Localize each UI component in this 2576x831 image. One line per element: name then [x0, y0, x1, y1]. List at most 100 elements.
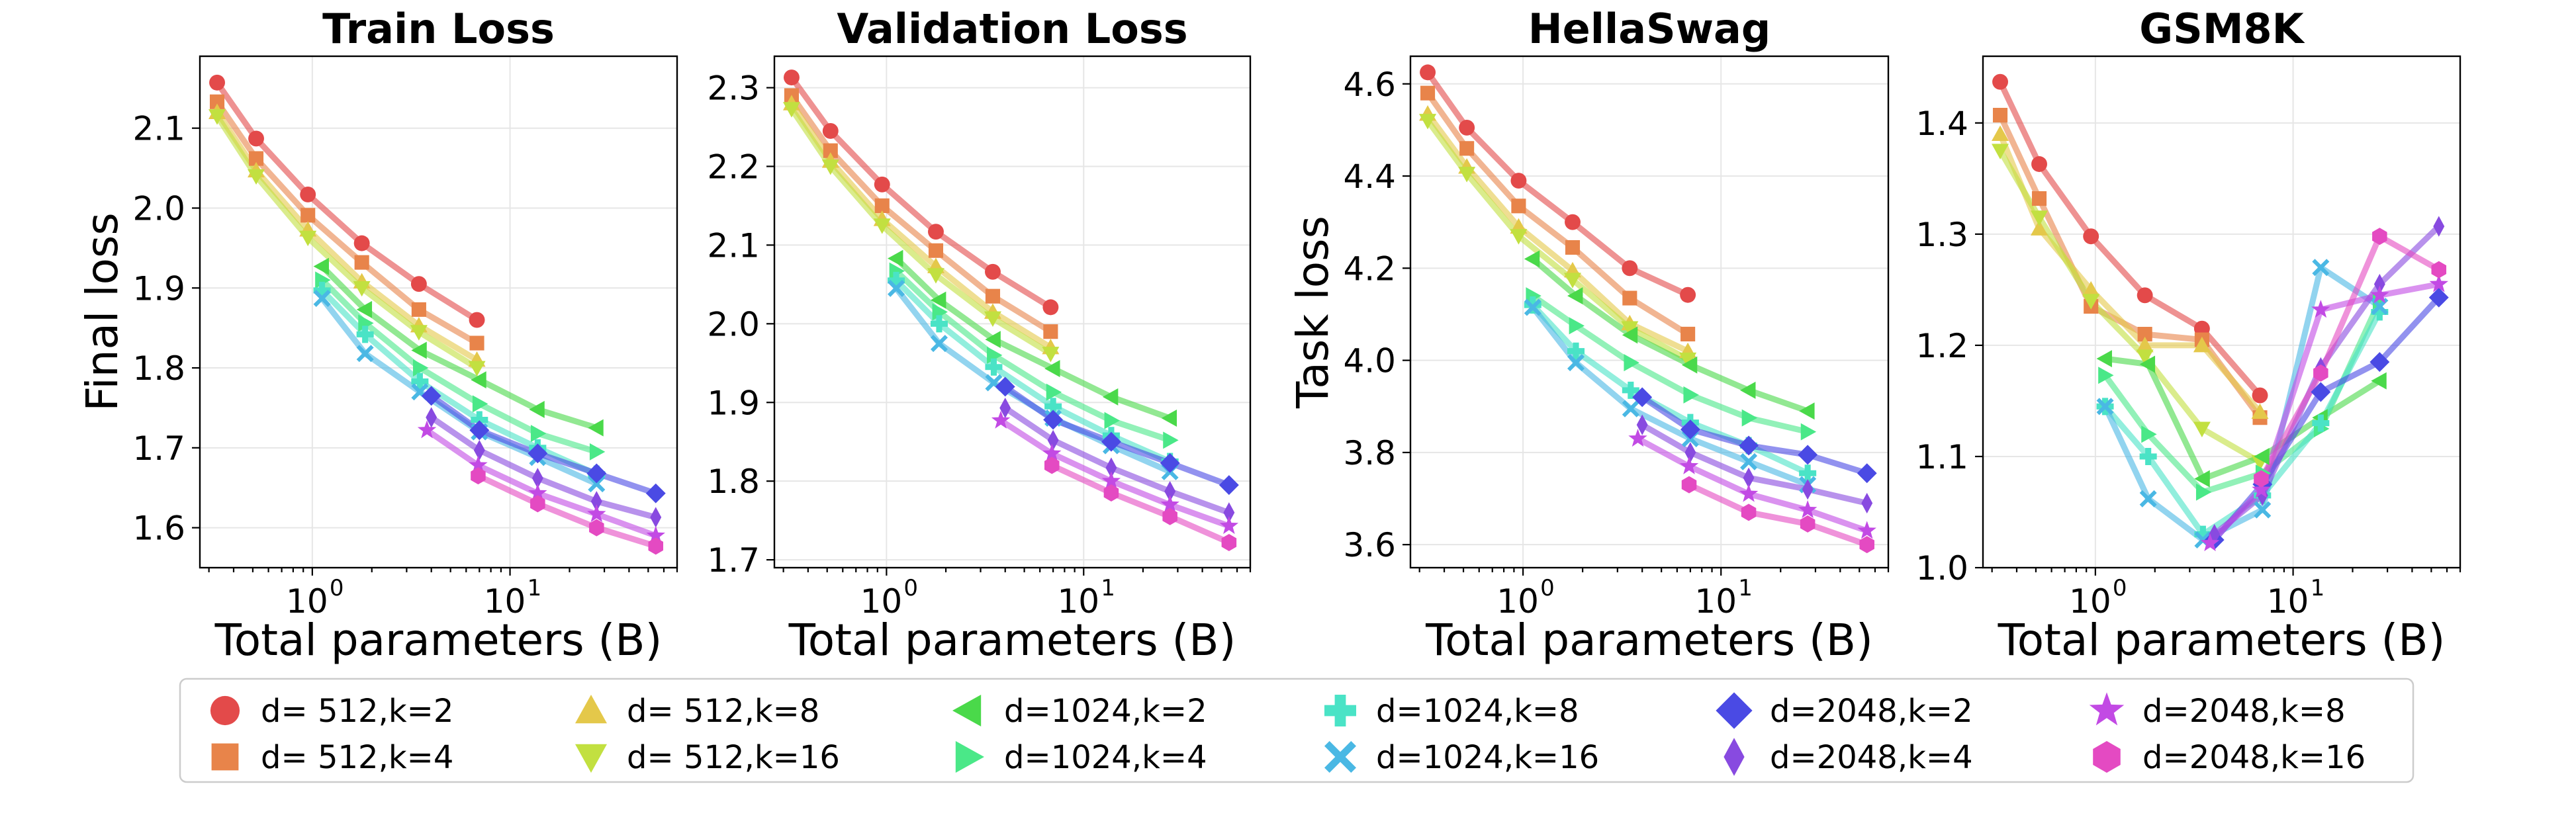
- data-point-d1024k8: [1567, 342, 1585, 360]
- series-line-d2048k16: [1048, 462, 1232, 546]
- data-point-d2048k2: [1680, 419, 1700, 440]
- y-tick-label: 3.8: [1343, 434, 1396, 472]
- data-point-d1024k4: [1104, 412, 1120, 429]
- data-point-d512k8: [2031, 220, 2048, 236]
- x-tick-exponent: 1: [1738, 575, 1753, 601]
- data-point-d1024k16: [1524, 298, 1541, 316]
- y-tick-label: 1.9: [707, 384, 760, 422]
- legend-item-d1024k8: d=1024,k=8: [1324, 693, 1579, 730]
- legend-marker-d512k16: [575, 744, 607, 773]
- data-point-d2048k2: [645, 483, 666, 503]
- data-point-d512k16: [353, 281, 371, 297]
- data-point-d1024k2: [1622, 326, 1638, 344]
- ticks: 1.61.71.81.92.02.110 0 10 1: [132, 110, 678, 621]
- legend-marker-d2048k2: [1716, 692, 1753, 729]
- data-point-d512k4: [928, 243, 944, 258]
- data-point-d1024k2: [2194, 470, 2210, 488]
- series-line-d1024k4: [1530, 292, 1811, 435]
- data-point-d512k4: [985, 288, 1001, 304]
- data-point-d512k16: [984, 311, 1001, 328]
- data-point-d512k2: [822, 123, 839, 139]
- data-point-d1024k16: [313, 289, 331, 307]
- y-tick-label: 2.2: [707, 148, 760, 186]
- x-tick-label: 10: [1694, 582, 1737, 621]
- data-point-d2048k4: [426, 407, 437, 428]
- data-point-d512k2: [2137, 287, 2153, 304]
- data-point-d2048k2: [586, 463, 607, 484]
- data-point-d512k2: [353, 235, 370, 251]
- legend-label: d= 512,k=2: [261, 693, 453, 730]
- data-point-d2048k8: [991, 410, 1011, 429]
- data-point-d1024k4: [412, 359, 429, 377]
- data-point-d1024k2: [1044, 360, 1060, 378]
- data-point-d512k16: [1042, 347, 1060, 363]
- data-point-d1024k8: [313, 281, 331, 299]
- data-point-d2048k4: [1164, 481, 1176, 502]
- data-point-d1024k8: [888, 271, 905, 289]
- data-point-d512k2: [1420, 64, 1436, 81]
- legend-marker-d1024k2: [952, 695, 982, 726]
- data-point-d1024k2: [888, 249, 903, 267]
- data-point-d1024k2: [2139, 355, 2156, 373]
- data-point-d512k2: [1565, 214, 1581, 230]
- series-line-d512k2: [788, 74, 1054, 310]
- grid: [200, 56, 677, 568]
- data-point-d2048k8: [1628, 429, 1647, 447]
- ticks: 1.01.11.21.31.410 0 10 1: [1915, 105, 2461, 621]
- legend-marker-d1024k16: [1324, 741, 1356, 773]
- data-point-d2048k4: [590, 491, 602, 512]
- data-point-d1024k2: [930, 291, 946, 309]
- data-point-d512k2: [1680, 286, 1696, 303]
- data-point-d2048k8: [1160, 494, 1179, 513]
- data-point-d1024k4: [1046, 383, 1062, 401]
- data-point-d1024k8: [471, 411, 488, 429]
- data-point-d2048k8: [417, 420, 437, 439]
- data-point-d2048k4: [650, 507, 662, 528]
- x-axis-label: Total parameters (B): [1425, 615, 1873, 666]
- data-point-d1024k4: [1683, 386, 1699, 404]
- data-point-d512k4: [411, 302, 426, 317]
- legend-marker-d1024k4: [955, 741, 984, 773]
- data-point-d1024k2: [411, 341, 427, 359]
- x-axis-label: Total parameters (B): [788, 615, 1236, 666]
- series-line-d512k16: [1424, 118, 1691, 363]
- data-point-d2048k2: [1219, 475, 1239, 496]
- legend-item-d1024k16: d=1024,k=16: [1324, 739, 1599, 776]
- data-point-d1024k16: [2312, 259, 2330, 277]
- data-point-d2048k16: [1221, 533, 1237, 551]
- legend-marker-d512k2: [210, 695, 240, 726]
- series-group: [1992, 73, 2449, 552]
- data-point-d1024k8: [2194, 525, 2212, 543]
- data-point-d2048k2: [1160, 453, 1180, 473]
- y-tick-label: 1.7: [707, 541, 760, 580]
- y-tick-label: 1.3: [1915, 216, 1968, 254]
- data-point-d2048k4: [1861, 492, 1873, 514]
- y-tick-label: 4.6: [1343, 66, 1396, 104]
- y-tick-label: 3.6: [1343, 526, 1396, 564]
- y-tick-label: 1.4: [1915, 105, 1968, 143]
- legend-label: d=1024,k=16: [1376, 739, 1599, 776]
- legend-label: d=1024,k=4: [1004, 739, 1207, 776]
- data-point-d2048k4: [2373, 273, 2385, 295]
- data-point-d1024k16: [2096, 398, 2114, 416]
- legend-item-d1024k4: d=1024,k=4: [955, 739, 1207, 776]
- data-point-d2048k8: [1857, 521, 1876, 539]
- data-point-d2048k4: [1684, 442, 1696, 463]
- data-point-d2048k4: [1743, 467, 1755, 488]
- data-point-d1024k4: [2141, 425, 2157, 443]
- legend-item-d512k16: d= 512,k=16: [575, 739, 840, 776]
- data-point-d2048k16: [1162, 507, 1177, 525]
- data-point-d512k2: [1992, 73, 2008, 90]
- data-point-d2048k16: [1741, 503, 1757, 521]
- legend-label: d=1024,k=2: [1004, 693, 1207, 730]
- data-point-d512k16: [2193, 421, 2211, 437]
- data-point-d1024k8: [1044, 398, 1062, 416]
- data-point-d2048k16: [471, 467, 486, 485]
- data-point-d2048k4: [2433, 216, 2445, 237]
- data-point-d512k4: [1565, 240, 1581, 255]
- data-point-d1024k4: [472, 395, 488, 413]
- data-point-d2048k8: [2370, 285, 2389, 304]
- data-point-d512k2: [928, 224, 944, 240]
- data-point-d1024k4: [1624, 354, 1639, 372]
